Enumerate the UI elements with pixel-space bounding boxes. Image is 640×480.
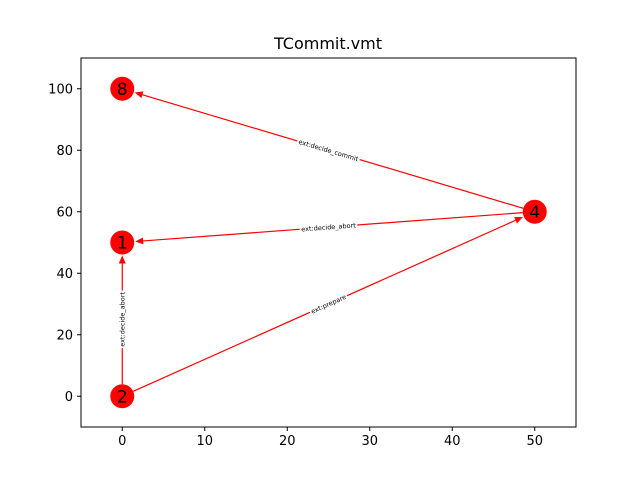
y-tick-label: 60: [56, 205, 73, 220]
x-tick-label: 20: [279, 434, 296, 449]
y-tick-label: 40: [56, 267, 73, 282]
chart-title: TCommit.vmt: [273, 34, 382, 53]
edge-label-background: [308, 292, 349, 316]
x-tick-label: 30: [361, 434, 378, 449]
edge-arrowhead: [135, 237, 144, 245]
edge-label-background: [296, 137, 361, 164]
x-tick-label: 50: [526, 434, 543, 449]
graph-node: 2: [110, 384, 135, 409]
edge-label: ext:decide_abort: [119, 292, 127, 347]
graph-node: 8: [110, 76, 135, 101]
x-tick-label: 0: [118, 434, 126, 449]
edge-label-background: [299, 220, 358, 234]
node-circle: [110, 76, 135, 101]
node-label: 4: [529, 203, 540, 223]
edge-arrowhead: [118, 255, 126, 264]
x-axis: 0 10 20 30 40 50: [118, 427, 543, 449]
node-circle: [110, 230, 135, 255]
graph-node: 4: [522, 199, 547, 224]
node-label: 2: [117, 387, 128, 407]
node-circle: [522, 199, 547, 224]
y-tick-label: 100: [48, 82, 73, 97]
graph-node: 1: [110, 230, 135, 255]
node-label: 8: [117, 80, 128, 100]
y-tick-label: 0: [65, 390, 73, 405]
plot-frame: [80, 57, 577, 428]
y-axis: 0 20 40 60 80 100: [48, 82, 81, 405]
y-tick-label: 20: [56, 328, 73, 343]
edge-arrowhead: [514, 217, 523, 224]
edge-label-group: ext:decide_abort: [118, 290, 127, 349]
edge-arrowhead: [134, 91, 144, 99]
node-label: 1: [117, 234, 128, 254]
y-tick-label: 80: [56, 144, 73, 159]
x-tick-label: 10: [196, 434, 213, 449]
edge-label-background: [118, 290, 127, 349]
node-circle: [110, 384, 135, 409]
nodes-layer: 8 1 4 2: [110, 76, 547, 409]
edge: ext:decide_abort: [118, 255, 127, 385]
x-tick-label: 40: [444, 434, 461, 449]
